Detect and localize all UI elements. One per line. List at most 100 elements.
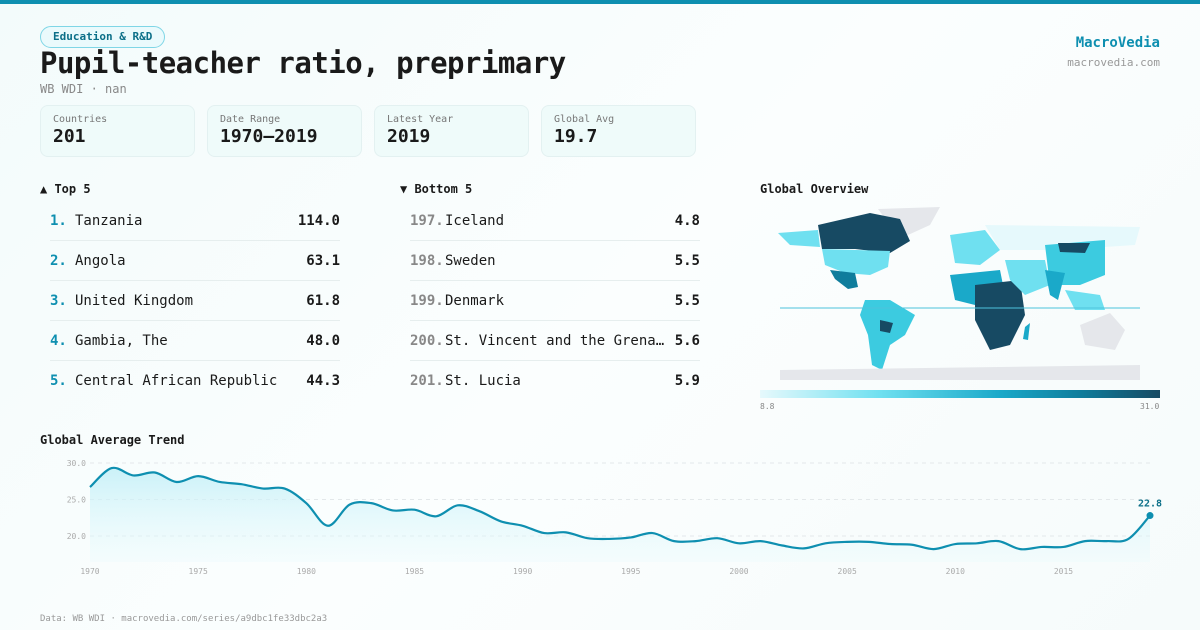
- list-item[interactable]: 199. Denmark 5.5: [410, 281, 700, 321]
- stat-value: 1970–2019: [220, 126, 318, 147]
- list-item[interactable]: 201. St. Lucia 5.9: [410, 361, 700, 401]
- map-india[interactable]: [1045, 270, 1065, 300]
- top5-list: 1. Tanzania 114.0 2. Angola 63.1 3. United King…: [50, 201, 340, 401]
- value: 5.9: [674, 373, 700, 389]
- list-item[interactable]: 3. United Kingdom 61.8: [50, 281, 340, 321]
- list-item[interactable]: 2. Angola 63.1: [50, 241, 340, 281]
- value: 114.0: [297, 212, 340, 229]
- rank: 2.: [50, 252, 67, 269]
- page-subtitle: WB WDI · nan: [40, 82, 127, 96]
- country-name: Tanzania: [75, 212, 143, 229]
- stat-value: 201: [53, 126, 86, 147]
- stat-label: Latest Year: [387, 114, 454, 125]
- stat-card-date-range: Date Range 1970–2019: [207, 105, 362, 157]
- stat-card-latest-year: Latest Year 2019: [374, 105, 529, 157]
- footer-source: Data: WB WDI · macrovedia.com/series/a9d…: [40, 614, 328, 624]
- list-item[interactable]: 4. Gambia, The 48.0: [50, 321, 340, 361]
- map-mongolia[interactable]: [1058, 243, 1090, 253]
- x-tick-label: 2005: [838, 567, 857, 576]
- world-choropleth-map[interactable]: [760, 205, 1160, 385]
- stat-card-countries: Countries 201: [40, 105, 195, 157]
- map-antarctica[interactable]: [780, 365, 1140, 380]
- map-madagascar[interactable]: [1023, 323, 1030, 340]
- country-name: United Kingdom: [75, 292, 194, 309]
- value: 4.8: [674, 212, 700, 229]
- bottom5-list: 197. Iceland 4.8 198. Sweden 5.5 199. Denmark 5.…: [410, 201, 700, 401]
- x-tick-label: 1985: [405, 567, 424, 576]
- list-item[interactable]: 200.St. Vincent and the Grenadines 5.6: [410, 321, 700, 361]
- list-item[interactable]: 198. Sweden 5.5: [410, 241, 700, 281]
- stat-value: 19.7: [554, 126, 598, 147]
- x-tick-label: 1970: [80, 567, 99, 576]
- list-item[interactable]: 5. Central African Republic 44.3: [50, 361, 340, 401]
- rank: 197.: [410, 212, 444, 229]
- map-south-america[interactable]: [860, 300, 915, 370]
- page-title: Pupil-teacher ratio, preprimary: [40, 46, 566, 80]
- trend-area: [90, 467, 1150, 562]
- trend-chart[interactable]: 20.0 25.0 30.0 1970 1975 1980 1985 1990 1995 2000…: [0, 450, 1200, 590]
- brand-logo[interactable]: MacroVedia: [1075, 35, 1160, 51]
- map-color-legend: [760, 390, 1160, 398]
- rank: 198.: [410, 252, 444, 269]
- map-mexico[interactable]: [830, 270, 858, 289]
- top-accent-bar: [0, 0, 1200, 4]
- map-alaska[interactable]: [778, 230, 820, 247]
- country-name: Iceland: [445, 212, 505, 229]
- country-name: St. Lucia: [445, 373, 521, 389]
- stat-value: 2019: [387, 126, 431, 147]
- legend-min: 8.8: [760, 402, 775, 411]
- last-point-marker: [1146, 512, 1154, 520]
- y-tick-label: 25.0: [67, 496, 86, 505]
- country-name: Central African Republic: [75, 373, 278, 389]
- stat-label: Global Avg: [554, 114, 615, 125]
- rank: 200.: [410, 332, 444, 349]
- x-tick-label: 1995: [621, 567, 640, 576]
- rank: 1.: [50, 212, 67, 229]
- map-greenland[interactable]: [878, 207, 940, 235]
- value: 5.5: [674, 252, 700, 269]
- category-tag[interactable]: Education & R&D: [40, 26, 166, 48]
- x-tick-label: 2000: [729, 567, 748, 576]
- stat-label: Countries: [53, 114, 108, 125]
- list-item[interactable]: 1. Tanzania 114.0: [50, 201, 340, 241]
- map-africa-central[interactable]: [975, 280, 1025, 350]
- x-tick-label: 1980: [297, 567, 316, 576]
- top5-heading: ▲ Top 5: [40, 182, 91, 196]
- rank: 199.: [410, 292, 444, 309]
- map-middle-east[interactable]: [1005, 260, 1050, 295]
- country-name: Sweden: [445, 252, 496, 269]
- map-usa[interactable]: [822, 249, 890, 275]
- map-bolivia[interactable]: [880, 320, 893, 333]
- value: 63.1: [306, 252, 340, 269]
- value: 5.6: [674, 332, 700, 349]
- rank: 5.: [50, 373, 67, 389]
- country-name: St. Vincent and the Grenadines: [445, 332, 667, 349]
- trend-heading: Global Average Trend: [40, 433, 185, 447]
- x-tick-label: 2015: [1054, 567, 1073, 576]
- value: 44.3: [306, 373, 340, 389]
- value: 61.8: [306, 292, 340, 309]
- stat-label: Date Range: [220, 114, 281, 125]
- map-heading: Global Overview: [760, 182, 869, 196]
- stat-card-global-avg: Global Avg 19.7: [541, 105, 696, 157]
- legend-max: 31.0: [1140, 402, 1160, 411]
- x-tick-label: 1990: [513, 567, 532, 576]
- value: 5.5: [674, 292, 700, 309]
- list-item[interactable]: 197. Iceland 4.8: [410, 201, 700, 241]
- map-se-asia[interactable]: [1065, 290, 1105, 310]
- country-name: Gambia, The: [75, 332, 168, 349]
- bottom5-heading: ▼ Bottom 5: [400, 182, 473, 196]
- value: 48.0: [306, 332, 340, 349]
- map-europe[interactable]: [950, 230, 1000, 265]
- rank: 201.: [410, 373, 444, 389]
- rank: 4.: [50, 332, 67, 349]
- country-name: Angola: [75, 252, 126, 269]
- last-value-label: 22.8: [1138, 499, 1162, 510]
- rank: 3.: [50, 292, 67, 309]
- y-tick-label: 20.0: [67, 532, 86, 541]
- map-canada[interactable]: [818, 213, 910, 253]
- trend-line: [89, 466, 1151, 551]
- map-australia[interactable]: [1080, 313, 1125, 350]
- brand-url[interactable]: macrovedia.com: [1067, 56, 1160, 69]
- x-tick-label: 1975: [189, 567, 208, 576]
